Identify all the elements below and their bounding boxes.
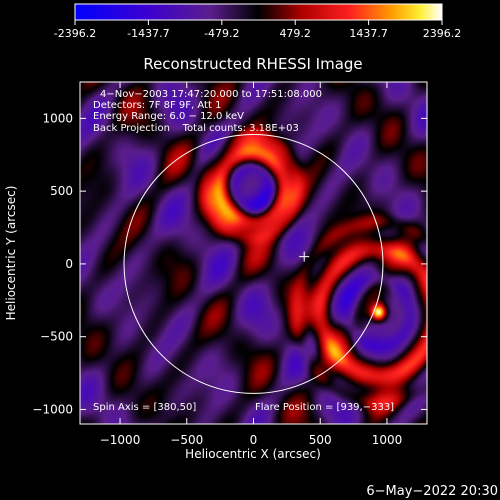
y-tick-label: 0	[65, 257, 73, 271]
chart-title: Reconstructed RHESSI Image	[143, 55, 362, 73]
x-tick-label: 1000	[372, 433, 403, 447]
x-tick-label: 500	[309, 433, 332, 447]
y-tick-label: −500	[40, 330, 73, 344]
colorbar-tick-label: -2396.2	[54, 27, 96, 40]
x-tick-label: 0	[250, 433, 258, 447]
y-tick-label: 1000	[42, 111, 73, 125]
flare-position-label: Flare Position = [939,−333]	[255, 402, 394, 413]
y-tick-label: 500	[50, 184, 73, 198]
y-tick-labels: −1000 −500 0 500 1000	[32, 111, 73, 416]
colorbar-tick-labels: -2396.2 -1437.7 -479.2 479.2 1437.7 2396…	[54, 27, 461, 40]
colorbar	[74, 3, 443, 21]
axis-ticks	[80, 82, 427, 424]
timestamp: 6−May−2022 20:30	[366, 484, 498, 499]
colorbar-tick-label: 1437.7	[349, 27, 388, 40]
info-detectors: Detectors: 7F 8F 9F, Att 1	[93, 100, 221, 111]
info-energy-range: Energy Range: 6.0 − 12.0 keV	[93, 111, 244, 122]
x-tick-labels: −1000 −500 0 500 1000	[100, 433, 402, 447]
info-time-range: 4−Nov−2003 17:47:20.000 to 17:51:08.000	[100, 89, 322, 100]
colorbar-tick-label: -1437.7	[127, 27, 169, 40]
spin-axis-label: Spin Axis = [380,50]	[93, 402, 196, 413]
observation-info: 4−Nov−2003 17:47:20.000 to 17:51:08.000 …	[93, 89, 394, 413]
colorbar-tick-label: 2396.2	[423, 27, 462, 40]
solar-disk-outline	[123, 133, 384, 394]
y-axis-label: Heliocentric Y (arcsec)	[4, 186, 18, 321]
colorbar-ticks	[74, 20, 443, 25]
info-method-counts: Back Projection Total counts: 3.18E+03	[93, 123, 299, 134]
x-axis-label: Heliocentric X (arcsec)	[185, 447, 321, 461]
colorbar-tick-label: -479.2	[204, 27, 239, 40]
heatmap-image	[80, 82, 427, 424]
y-tick-label: −1000	[32, 402, 73, 416]
x-tick-label: −500	[170, 433, 203, 447]
spin-axis-marker	[299, 251, 310, 262]
colorbar-tick-label: 479.2	[279, 27, 311, 40]
x-tick-label: −1000	[100, 433, 141, 447]
